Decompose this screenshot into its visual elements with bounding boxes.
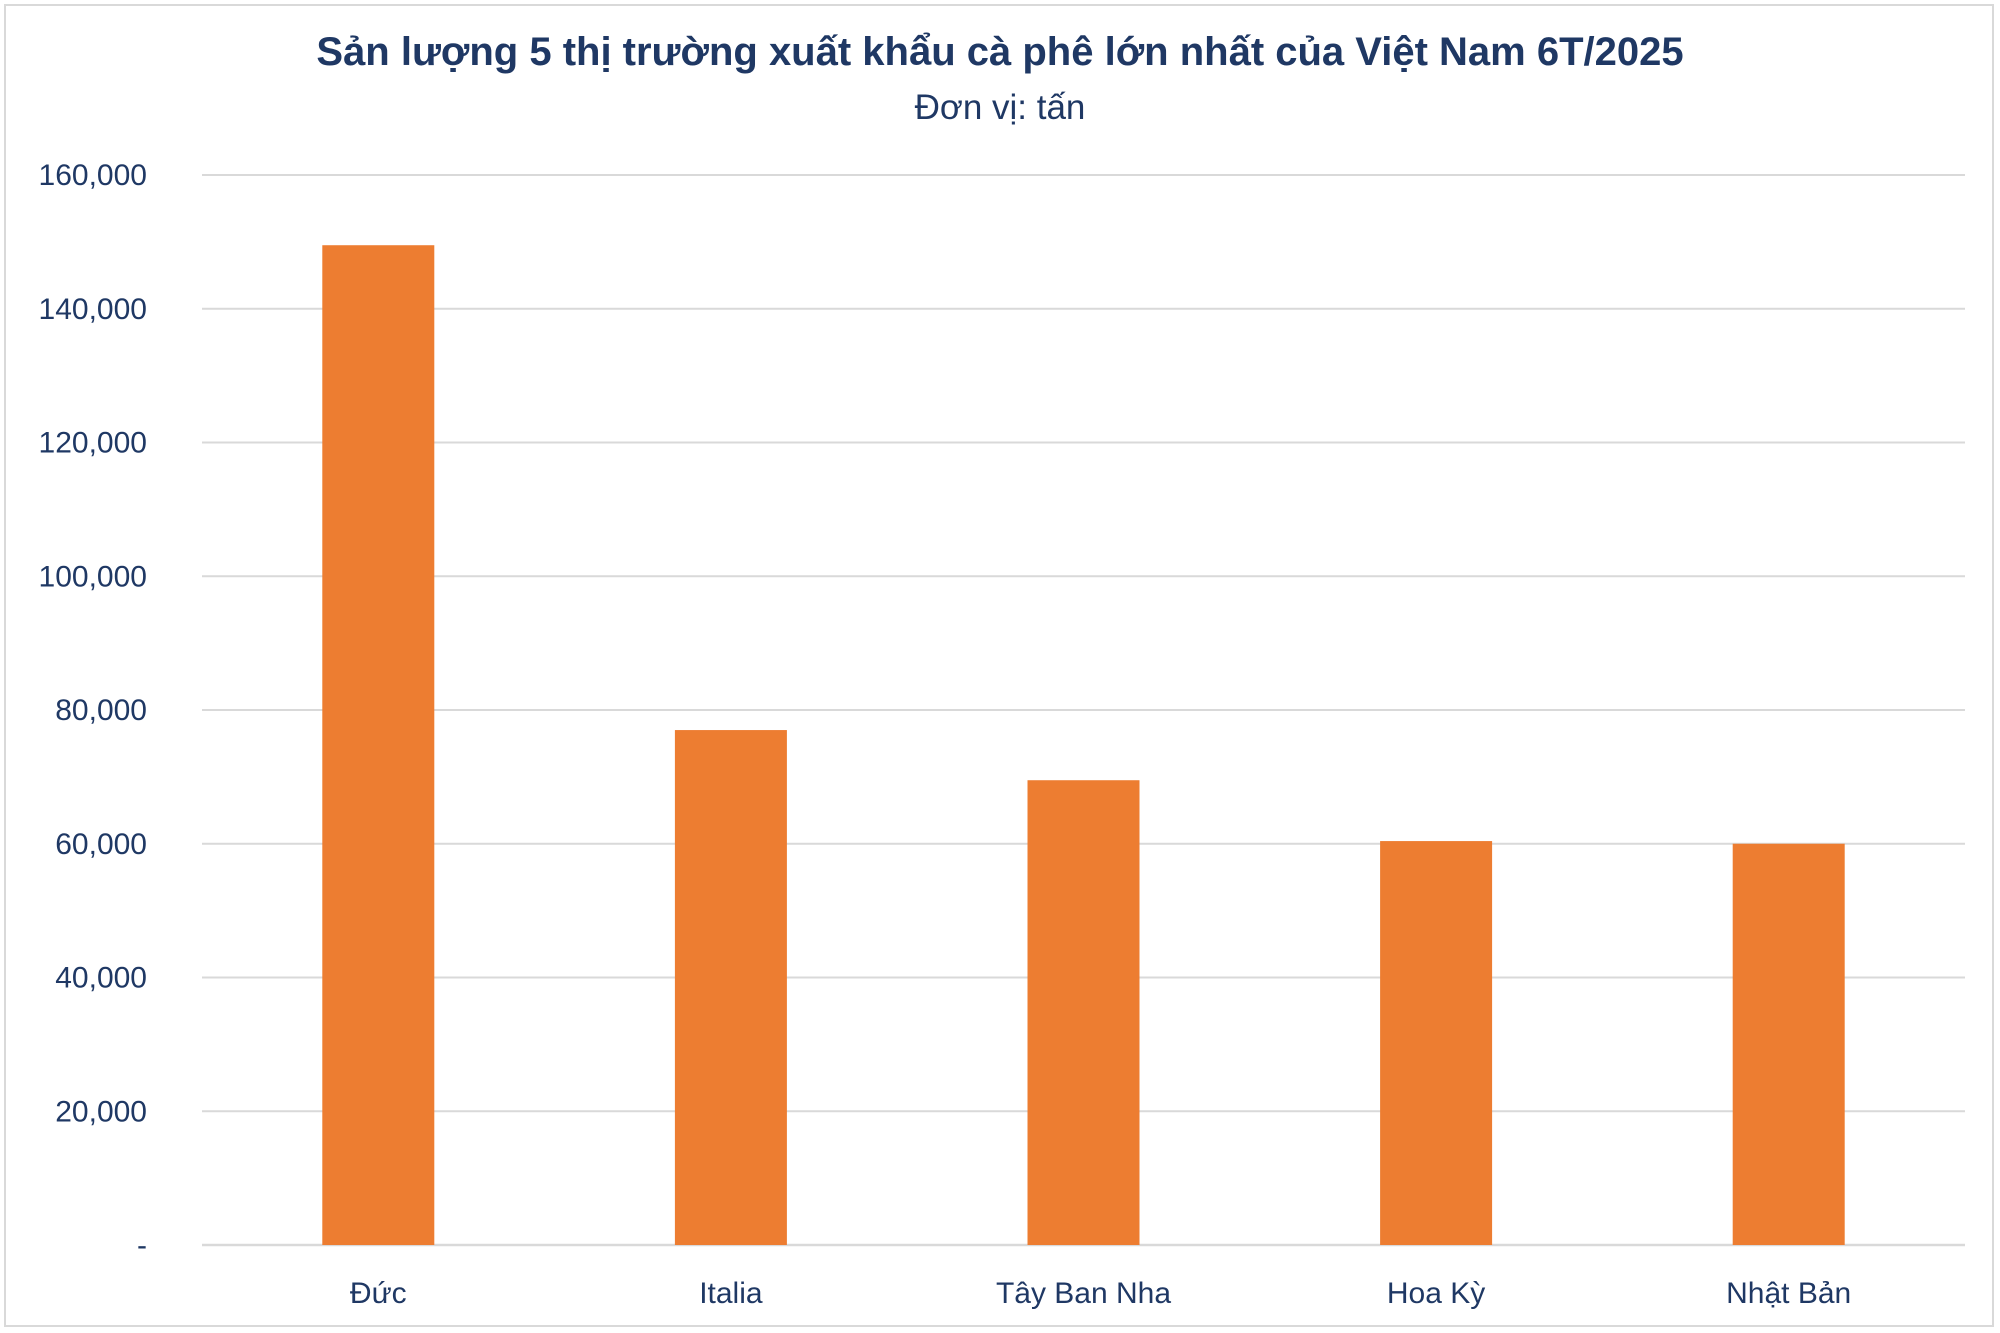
y-axis-tick-labels: - 20,000 40,000 60,000 80,000 100,000 120,000 1… (39, 159, 147, 1262)
y-tick-label: 120,000 (39, 427, 147, 460)
bar-4 (1380, 841, 1493, 1245)
bar-5 (1732, 843, 1845, 1245)
bars (322, 245, 1845, 1245)
y-tick-label: 80,000 (55, 694, 147, 727)
y-tick-label: 40,000 (55, 962, 147, 995)
y-tick-label: 100,000 (39, 560, 147, 593)
y-tick-label: 140,000 (39, 293, 147, 326)
x-tick-label: Italia (699, 1277, 763, 1310)
y-tick-label: - (137, 1229, 147, 1262)
y-tick-label: 20,000 (55, 1095, 147, 1128)
chart-subtitle: Đơn vị: tấn (914, 88, 1086, 127)
bar-3 (1027, 780, 1140, 1245)
x-axis-tick-labels: Đức Italia Tây Ban Nha Hoa Kỳ Nhật Bản (350, 1277, 1851, 1310)
bar-1 (322, 245, 435, 1245)
y-tick-label: 160,000 (39, 159, 147, 192)
x-tick-label: Hoa Kỳ (1387, 1277, 1485, 1310)
bar-2 (674, 730, 787, 1245)
x-tick-label: Đức (350, 1277, 407, 1310)
y-tick-label: 60,000 (55, 828, 147, 861)
x-tick-label: Nhật Bản (1726, 1277, 1851, 1310)
chart-title: Sản lượng 5 thị trường xuất khẩu cà phê … (316, 30, 1684, 74)
x-tick-label: Tây Ban Nha (996, 1277, 1171, 1310)
